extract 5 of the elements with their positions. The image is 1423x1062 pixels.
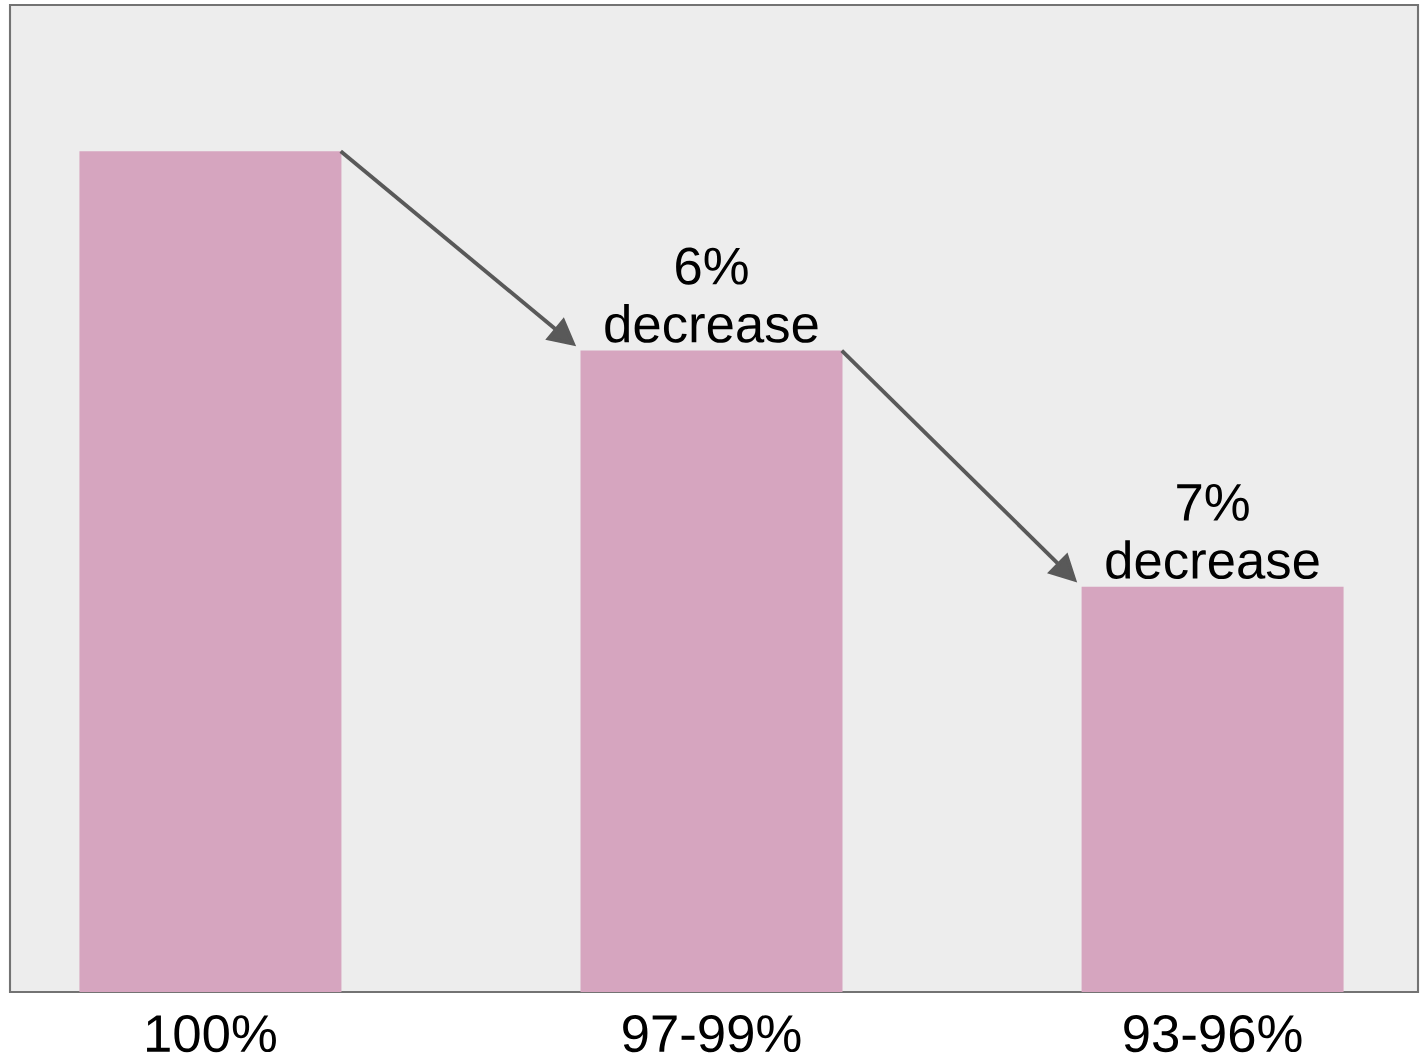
x-tick-label: 97-99% xyxy=(623,1014,801,1053)
annotation: 6% decrease xyxy=(605,247,818,343)
x-tick-label: 100% xyxy=(147,1014,276,1053)
x-tick-label: 93-96% xyxy=(1124,1014,1302,1053)
annotation: 7% decrease xyxy=(1106,483,1319,580)
